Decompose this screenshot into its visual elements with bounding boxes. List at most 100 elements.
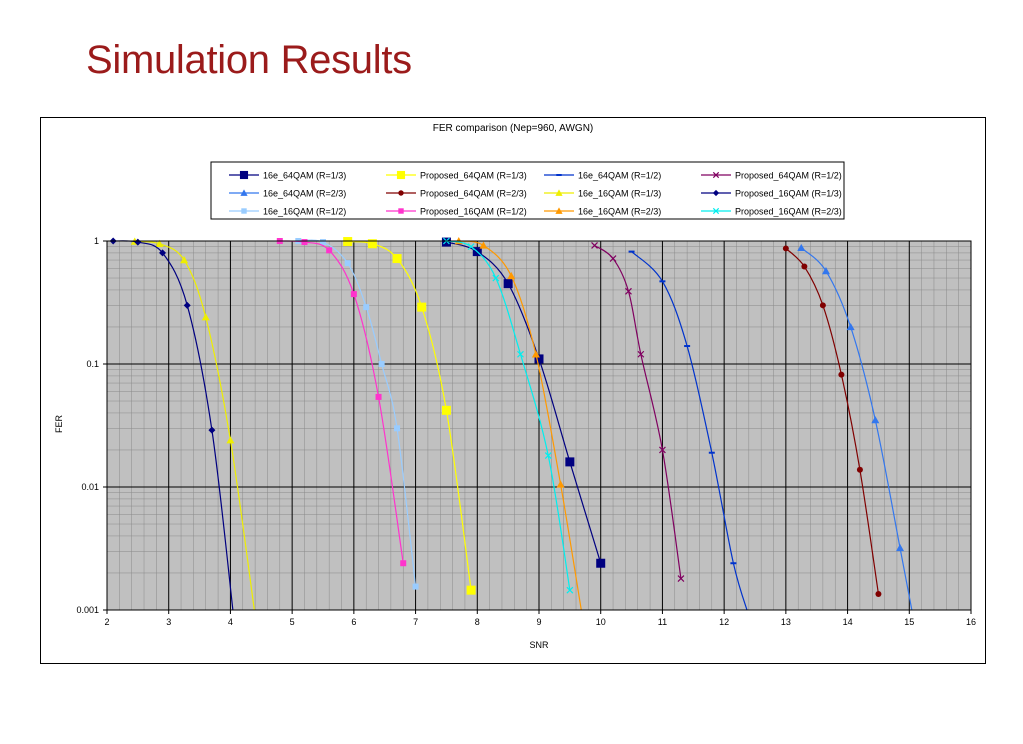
data-point: [441, 405, 451, 415]
data-point: [507, 271, 516, 280]
axes: 2 3 4 5 6 7 8 9 10 11 12 13 14 15 16 1 0.1 0.01 0.001: [76, 236, 976, 627]
data-point: [838, 371, 845, 378]
series-2: [343, 237, 476, 595]
data-point: [782, 245, 789, 252]
data-point: [301, 239, 308, 246]
series-7: [130, 237, 255, 610]
data-point: [180, 256, 189, 264]
data-point: [544, 452, 552, 460]
data-point: [875, 590, 882, 597]
data-point: [239, 170, 249, 180]
data-point: [659, 446, 666, 454]
data-point: [208, 426, 216, 434]
data-point: [417, 302, 427, 312]
x-tick-label: 13: [781, 617, 791, 627]
legend-label: 16e_64QAM (R=1/3): [263, 171, 346, 181]
data-point: [396, 170, 406, 180]
legend-item: Proposed_64QAM (R=2/3): [386, 189, 527, 199]
data-point: [625, 287, 632, 295]
x-tick-label: 8: [475, 617, 480, 627]
fer-chart: FER comparison (Nep=960, AWGN) 16e_64QAM…: [54, 123, 976, 650]
legend-item: 16e_64QAM (R=1/2): [544, 171, 661, 181]
x-tick-label: 7: [413, 617, 418, 627]
y-tick-label: 0.001: [76, 605, 99, 615]
data-point: [819, 302, 826, 309]
legend-item: 16e_16QAM (R=2/3): [544, 207, 661, 217]
data-point: [363, 304, 370, 311]
slide-title: Simulation Results: [86, 38, 412, 82]
legend-label: 16e_16QAM (R=1/3): [578, 189, 661, 199]
data-point: [240, 189, 248, 196]
legend-item: Proposed_16QAM (R=2/3): [701, 207, 842, 217]
legend-label: Proposed_64QAM (R=1/2): [735, 171, 842, 181]
data-point: [398, 208, 404, 214]
data-point: [441, 237, 451, 247]
series-5: [797, 243, 913, 610]
legend-item: 16e_64QAM (R=1/3): [229, 171, 346, 181]
legend-label: Proposed_64QAM (R=2/3): [420, 189, 527, 199]
data-point: [467, 243, 475, 251]
y-axis-label: FER: [54, 414, 64, 433]
data-point: [534, 354, 544, 364]
legend-item: 16e_16QAM (R=1/2): [229, 207, 346, 217]
data-point: [712, 189, 720, 197]
data-point: [596, 558, 606, 568]
data-point: [226, 436, 235, 444]
data-point: [712, 171, 720, 179]
data-point: [201, 313, 210, 321]
data-point: [871, 416, 880, 424]
data-point: [492, 274, 500, 282]
series-8: [109, 237, 234, 610]
data-point: [856, 466, 863, 473]
data-point: [367, 239, 377, 249]
x-tick-label: 5: [290, 617, 295, 627]
data-point: [801, 263, 808, 270]
data-point: [466, 585, 476, 595]
series-6: [782, 245, 882, 597]
data-point: [344, 260, 351, 267]
data-point: [320, 239, 326, 246]
legend-item: Proposed_16QAM (R=1/2): [386, 207, 527, 217]
legend-item: 16e_16QAM (R=1/3): [544, 189, 661, 199]
data-point: [378, 361, 385, 367]
y-tick-label: 0.1: [86, 359, 99, 369]
data-point: [555, 207, 563, 214]
legend-label: Proposed_16QAM (R=2/3): [735, 207, 842, 217]
legend-label: Proposed_16QAM (R=1/2): [420, 207, 527, 217]
legend-item: 16e_64QAM (R=2/3): [229, 189, 346, 199]
data-point: [846, 322, 855, 331]
legend-item: Proposed_64QAM (R=1/2): [701, 171, 842, 181]
legend-item: Proposed_16QAM (R=1/3): [701, 189, 842, 199]
legend-box: [210, 161, 845, 220]
data-point: [398, 190, 404, 196]
data-point: [591, 242, 598, 249]
chart-title: FER comparison (Nep=960, AWGN): [433, 123, 594, 134]
data-point: [565, 457, 575, 467]
x-tick-label: 3: [166, 617, 171, 627]
data-point: [400, 560, 407, 567]
x-tick-label: 2: [104, 617, 109, 627]
chart-frame: FER comparison (Nep=960, AWGN) 16e_64QAM…: [40, 117, 986, 664]
x-tick-label: 10: [596, 617, 606, 627]
data-point: [326, 247, 333, 254]
data-point: [392, 254, 402, 264]
data-point: [797, 243, 806, 252]
legend-label: 16e_16QAM (R=1/2): [263, 207, 346, 217]
legend-item: Proposed_64QAM (R=1/3): [386, 171, 527, 181]
series-layer: [109, 237, 913, 610]
data-point: [609, 255, 617, 262]
data-point: [159, 249, 167, 257]
data-point: [155, 239, 164, 247]
x-tick-label: 15: [904, 617, 914, 627]
data-point: [637, 350, 645, 358]
legend-label: 16e_16QAM (R=2/3): [578, 207, 661, 217]
data-point: [896, 543, 905, 552]
data-point: [412, 583, 419, 590]
data-point: [556, 480, 565, 488]
x-tick-label: 14: [843, 617, 853, 627]
legend-label: Proposed_16QAM (R=1/3): [735, 189, 842, 199]
legend-label: 16e_64QAM (R=1/2): [578, 171, 661, 181]
data-point: [712, 207, 720, 215]
data-point: [394, 425, 401, 432]
x-tick-label: 16: [966, 617, 976, 627]
